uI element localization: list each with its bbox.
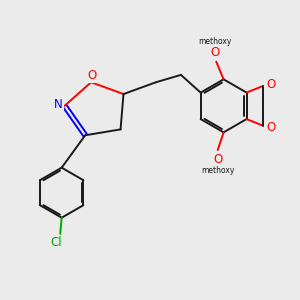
Text: Cl: Cl	[51, 236, 62, 249]
Text: O: O	[210, 46, 219, 59]
Text: O: O	[213, 153, 222, 166]
Text: N: N	[54, 98, 62, 111]
Text: O: O	[87, 69, 96, 82]
Text: methoxy: methoxy	[198, 37, 232, 46]
Text: methoxy: methoxy	[201, 166, 234, 175]
Text: O: O	[266, 78, 275, 91]
Text: O: O	[266, 121, 275, 134]
